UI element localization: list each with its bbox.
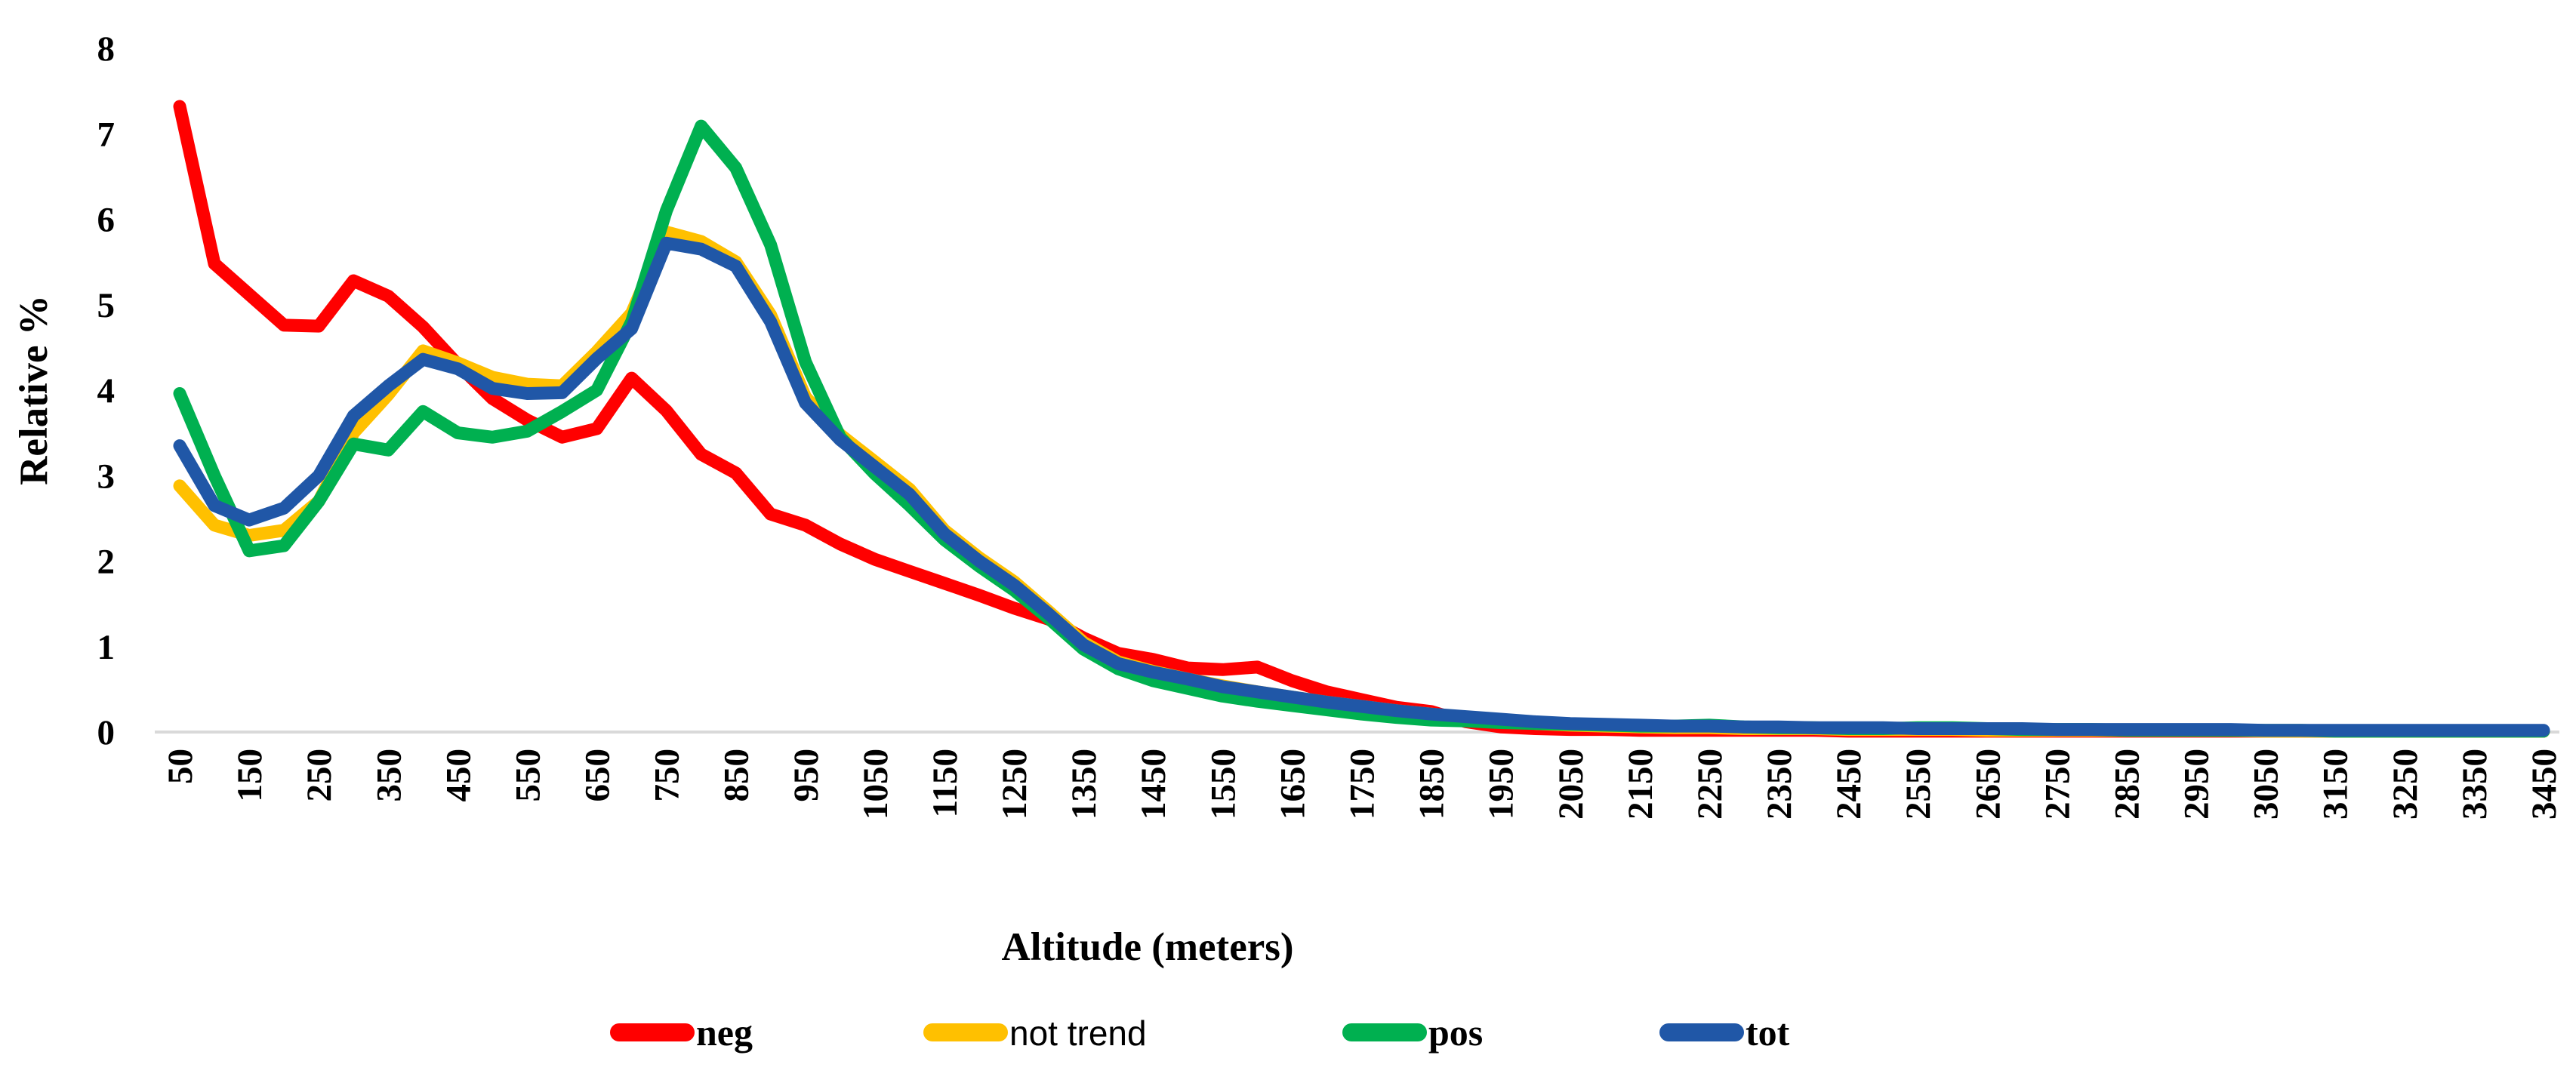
x-tick-label: 950 (787, 749, 826, 802)
y-axis-title: Relative % (12, 295, 56, 485)
x-tick-label: 2650 (1968, 749, 2007, 820)
y-tick-label: 0 (97, 713, 116, 752)
x-tick-label: 1350 (1065, 749, 1104, 820)
x-tick-label: 1750 (1342, 749, 1382, 820)
x-tick-label: 1950 (1482, 749, 1521, 820)
x-tick-label: 3450 (2525, 749, 2564, 820)
legend-label-not-trend: not trend (1009, 1014, 1147, 1053)
x-tick-label: 150 (230, 749, 270, 802)
x-tick-label: 1450 (1134, 749, 1173, 820)
y-axis-labels: 0 1 2 3 4 5 6 7 8 (97, 29, 116, 752)
x-tick-label: 1850 (1413, 749, 1452, 820)
legend-label-neg: neg (696, 1011, 753, 1054)
x-tick-label: 3150 (2316, 749, 2356, 820)
x-axis-labels: 50 150 250 350 450 550 650 750 850 950 1050 1150 125… (161, 749, 2564, 820)
chart-lines (173, 100, 2550, 738)
x-tick-label: 850 (717, 749, 756, 802)
x-tick-label: 1550 (1203, 749, 1243, 820)
y-tick-label: 4 (97, 371, 116, 411)
x-axis-title: Altitude (meters) (1001, 925, 1293, 969)
x-tick-label: 1150 (926, 749, 965, 817)
x-tick-label: 3050 (2247, 749, 2286, 820)
x-tick-label: 1650 (1273, 749, 1312, 820)
y-tick-label: 3 (97, 457, 116, 496)
chart-line-neg (173, 100, 2550, 738)
x-tick-label: 1250 (995, 749, 1034, 820)
y-tick-label: 6 (97, 201, 116, 240)
chart-line-not-trend (173, 226, 2550, 738)
x-tick-label: 2050 (1551, 749, 1591, 820)
legend-label-tot: tot (1746, 1011, 1790, 1054)
legend-label-pos: pos (1428, 1011, 1483, 1054)
chart-line-tot (173, 236, 2550, 737)
x-tick-label: 750 (648, 749, 687, 802)
x-tick-label: 1050 (856, 749, 895, 820)
y-tick-label: 5 (97, 286, 116, 325)
y-tick-label: 8 (97, 29, 116, 69)
x-tick-label: 650 (578, 749, 618, 802)
x-tick-label: 550 (508, 749, 547, 802)
y-tick-label: 2 (97, 543, 116, 582)
x-tick-label: 450 (439, 749, 478, 802)
chart-line-pos (173, 119, 2550, 738)
x-tick-label: 2750 (2038, 749, 2077, 820)
x-tick-label: 2850 (2107, 749, 2146, 820)
x-tick-label: 2350 (1760, 749, 1799, 820)
x-tick-label: 3350 (2455, 749, 2494, 820)
x-tick-label: 3250 (2386, 749, 2425, 820)
x-tick-label: 2250 (1690, 749, 1730, 820)
x-tick-label: 50 (161, 749, 200, 784)
x-tick-label: 2450 (1829, 749, 1869, 820)
x-tick-label: 2550 (1899, 749, 1938, 820)
x-tick-label: 350 (369, 749, 408, 802)
legend: neg not trend pos tot (610, 1011, 1790, 1054)
y-tick-label: 1 (97, 628, 116, 667)
y-tick-label: 7 (97, 115, 116, 154)
x-tick-label: 250 (300, 749, 339, 802)
x-tick-label: 2150 (1621, 749, 1660, 820)
x-tick-label: 2950 (2177, 749, 2217, 820)
